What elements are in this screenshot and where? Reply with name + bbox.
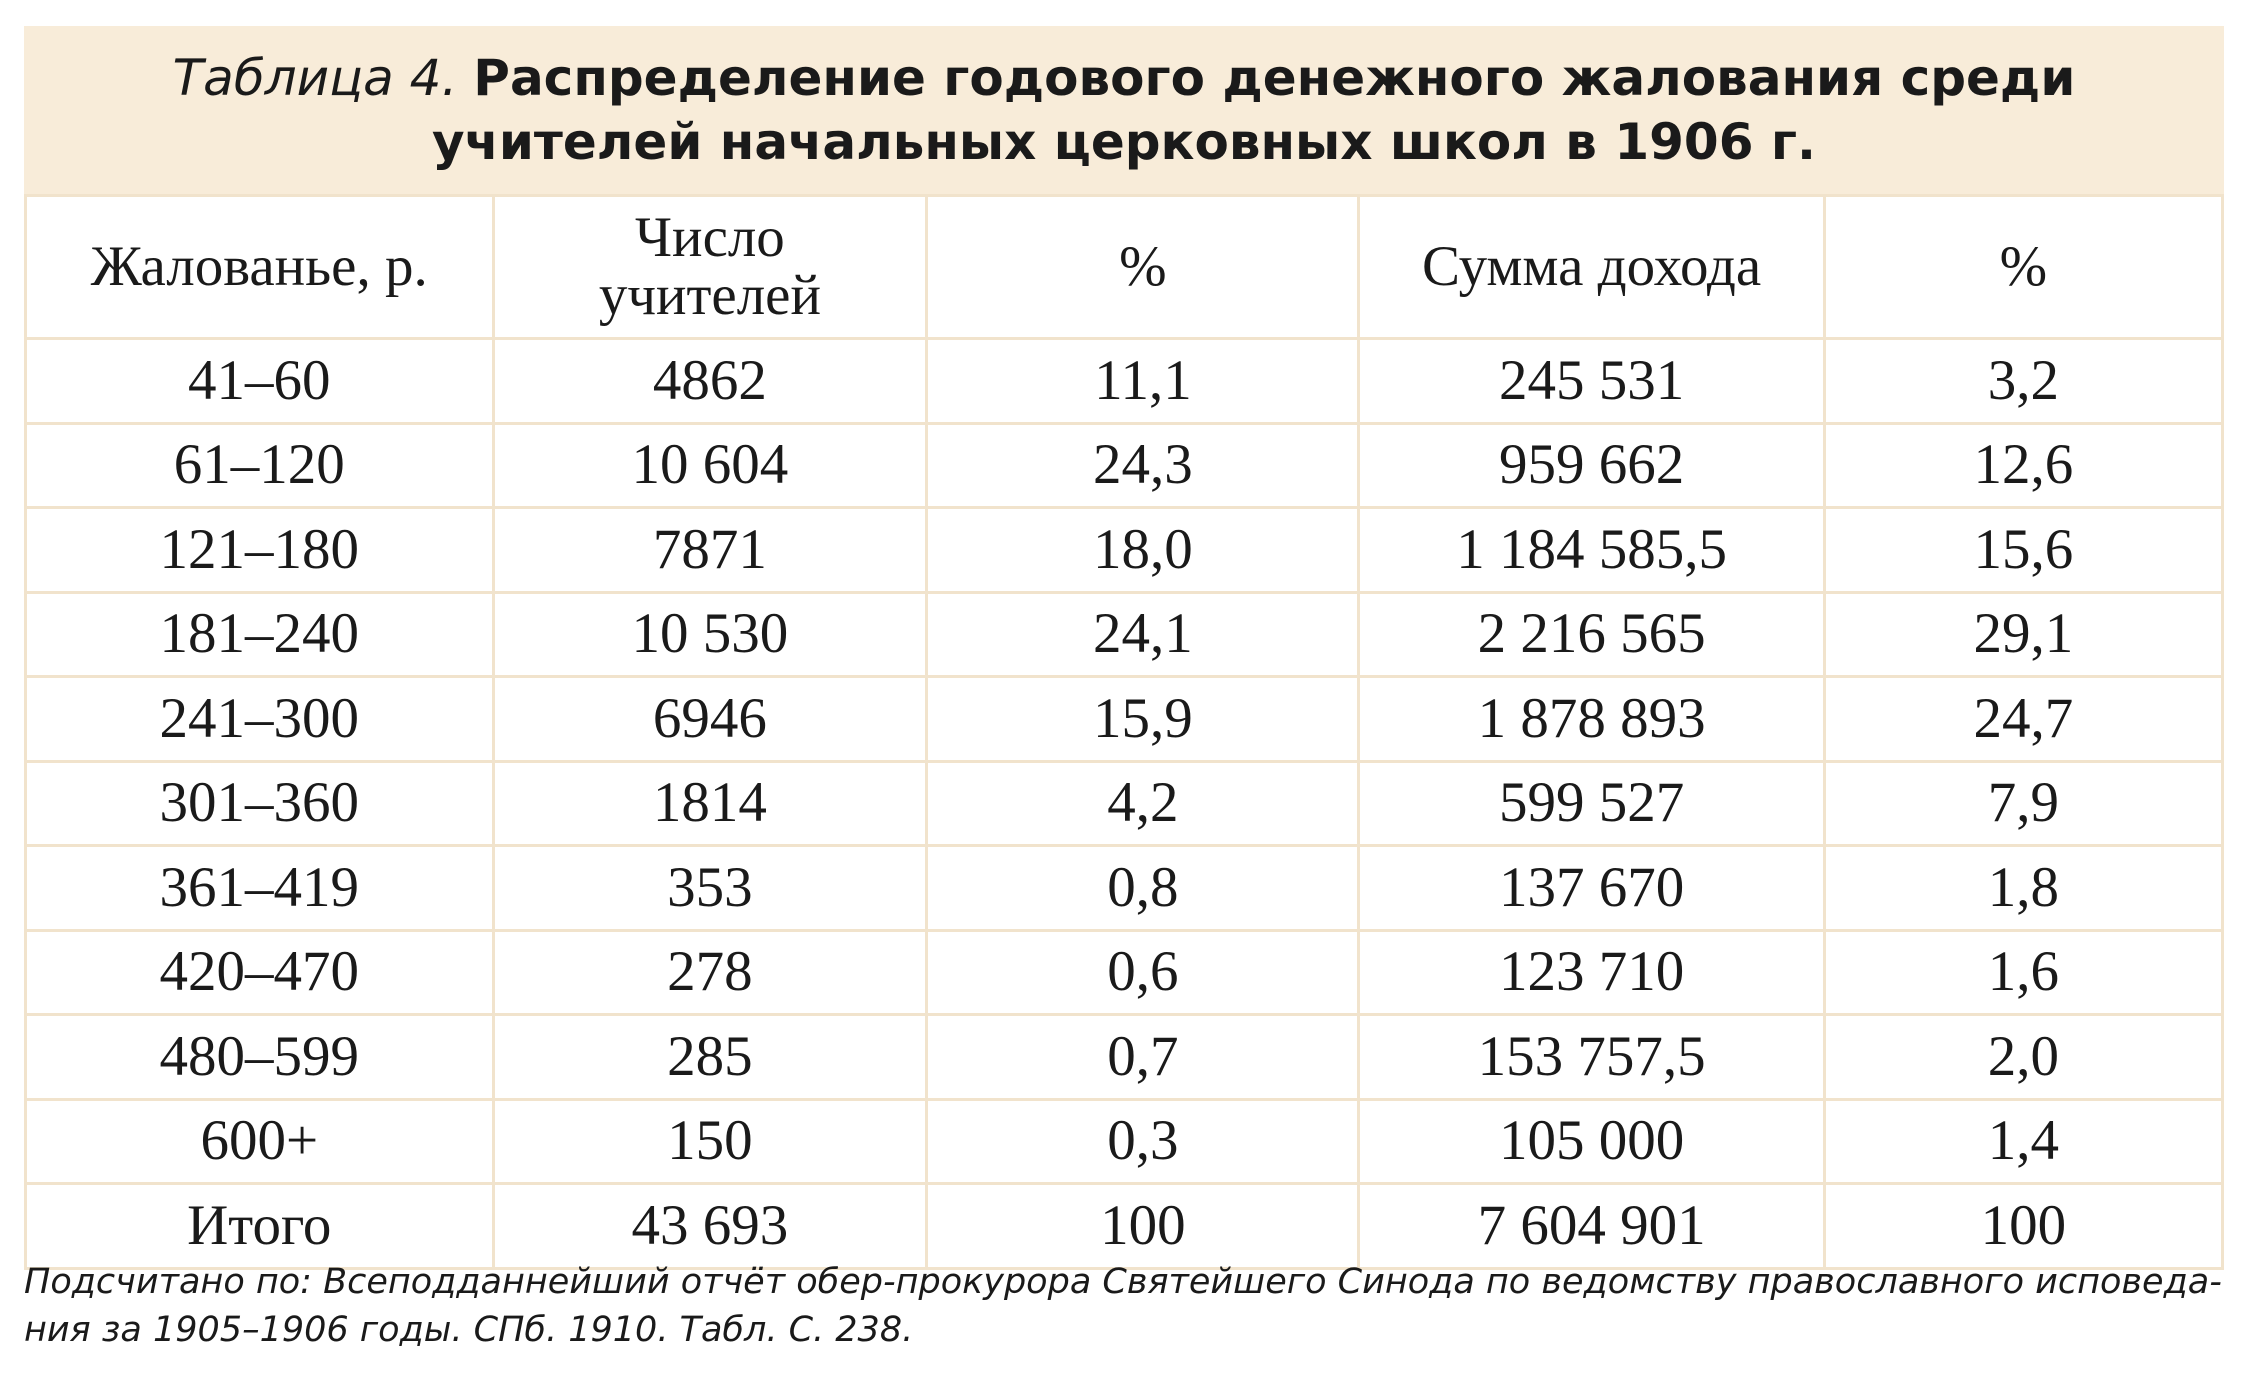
header-cell: Сумма дохода [1357, 194, 1826, 340]
table-cell: 41–60 [24, 337, 495, 425]
title-text: Таблица 4. Распределение годового денежн… [54, 46, 2194, 174]
table-cell: 480–599 [24, 1013, 495, 1101]
table-cell: 420–470 [24, 928, 495, 1016]
header-row: Жалованье, р. Число учителей% Сумма дохода… [24, 194, 2225, 340]
table-cell: 2 216 565 [1357, 590, 1826, 678]
header-cell: % [1822, 194, 2225, 340]
table-cell: 24,3 [925, 421, 1361, 509]
table-cell: 12,6 [1822, 421, 2225, 509]
table-row: 61–120 10 604 24,3 959 662 12,6 [24, 421, 2225, 509]
table-cell: 181–240 [24, 590, 495, 678]
table-cell: 150 [491, 1097, 929, 1185]
title-label: Таблица 4. [172, 49, 458, 107]
table-cell: 6946 [491, 675, 929, 763]
table-body: 41–60 4862 11,1 245 531 3,2 61–120 10 604 24,3 9… [24, 337, 2225, 1270]
header-cell: % [925, 194, 1361, 340]
table-cell: 1,6 [1822, 928, 2225, 1016]
table-cell: 1 878 893 [1357, 675, 1826, 763]
table-row: Итого 43 693 100 7 604 901 100 [24, 1182, 2225, 1270]
table-row: 600+ 150 0,3 105 000 1,4 [24, 1097, 2225, 1185]
table-cell: 599 527 [1357, 759, 1826, 847]
table-cell: 11,1 [925, 337, 1361, 425]
table-row: 241–300 6946 15,9 1 878 893 24,7 [24, 675, 2225, 763]
table-cell: 7,9 [1822, 759, 2225, 847]
table-cell: 43 693 [491, 1182, 929, 1270]
table-cell: 245 531 [1357, 337, 1826, 425]
table-cell: 4,2 [925, 759, 1361, 847]
table-cell: 100 [1822, 1182, 2225, 1270]
table-cell: 153 757,5 [1357, 1013, 1826, 1101]
header-cell: Число учителей [491, 194, 929, 340]
footnote-line: ния за 1905–1906 годы. СПб. 1910. Табл. … [24, 1310, 914, 1350]
table-row: 181–240 10 530 24,1 2 216 565 29,1 [24, 590, 2225, 678]
table-cell: 24,1 [925, 590, 1361, 678]
table-row: 301–360 1814 4,2 599 527 7,9 [24, 759, 2225, 847]
table-cell: 18,0 [925, 506, 1361, 594]
table-cell: 61–120 [24, 421, 495, 509]
table-cell: 301–360 [24, 759, 495, 847]
table-cell: 10 530 [491, 590, 929, 678]
table-cell: 1 184 585,5 [1357, 506, 1826, 594]
table-row: 121–180 7871 18,0 1 184 585,5 15,6 [24, 506, 2225, 594]
table-cell: 29,1 [1822, 590, 2225, 678]
table-cell: 123 710 [1357, 928, 1826, 1016]
table-cell: 278 [491, 928, 929, 1016]
table-cell: 105 000 [1357, 1097, 1826, 1185]
title-main: Распределение годового денежного жалован… [431, 49, 2076, 171]
table-row: 420–470 278 0,6 123 710 1,6 [24, 928, 2225, 1016]
table-cell: 24,7 [1822, 675, 2225, 763]
table-cell: 2,0 [1822, 1013, 2225, 1101]
table-cell: 1,8 [1822, 844, 2225, 932]
title: Таблица 4. Распределение годового денежн… [24, 26, 2224, 194]
table-cell: 600+ [24, 1097, 495, 1185]
table-cell: 4862 [491, 337, 929, 425]
table-cell: Итого [24, 1182, 495, 1270]
table-cell: 7 604 901 [1357, 1182, 1826, 1270]
table-cell: 285 [491, 1013, 929, 1101]
footnote-line: Подсчитано по: Всеподданнейший отчёт обе… [24, 1262, 2222, 1302]
table-cell: 137 670 [1357, 844, 1826, 932]
header-cell: Жалованье, р. [24, 194, 495, 340]
table-cell: 100 [925, 1182, 1361, 1270]
table-row: 361–419 353 0,8 137 670 1,8 [24, 844, 2225, 932]
table: Жалованье, р. Число учителей% Сумма дохода… [24, 194, 2225, 1270]
table-cell: 0,3 [925, 1097, 1361, 1185]
footnote: Подсчитано по: Всеподданнейший отчёт обе… [24, 1258, 2234, 1354]
table-cell: 959 662 [1357, 421, 1826, 509]
table-cell: 15,9 [925, 675, 1361, 763]
table-cell: 7871 [491, 506, 929, 594]
table-cell: 0,8 [925, 844, 1361, 932]
table-cell: 3,2 [1822, 337, 2225, 425]
table-cell: 15,6 [1822, 506, 2225, 594]
table-cell: 241–300 [24, 675, 495, 763]
table-row: 480–599 285 0,7 153 757,5 2,0 [24, 1013, 2225, 1101]
table-cell: 353 [491, 844, 929, 932]
table-cell: 10 604 [491, 421, 929, 509]
table-row: 41–60 4862 11,1 245 531 3,2 [24, 337, 2225, 425]
table-cell: 121–180 [24, 506, 495, 594]
table-cell: 0,7 [925, 1013, 1361, 1101]
table-cell: 361–419 [24, 844, 495, 932]
table-cell: 1,4 [1822, 1097, 2225, 1185]
table-cell: 0,6 [925, 928, 1361, 1016]
table-cell: 1814 [491, 759, 929, 847]
